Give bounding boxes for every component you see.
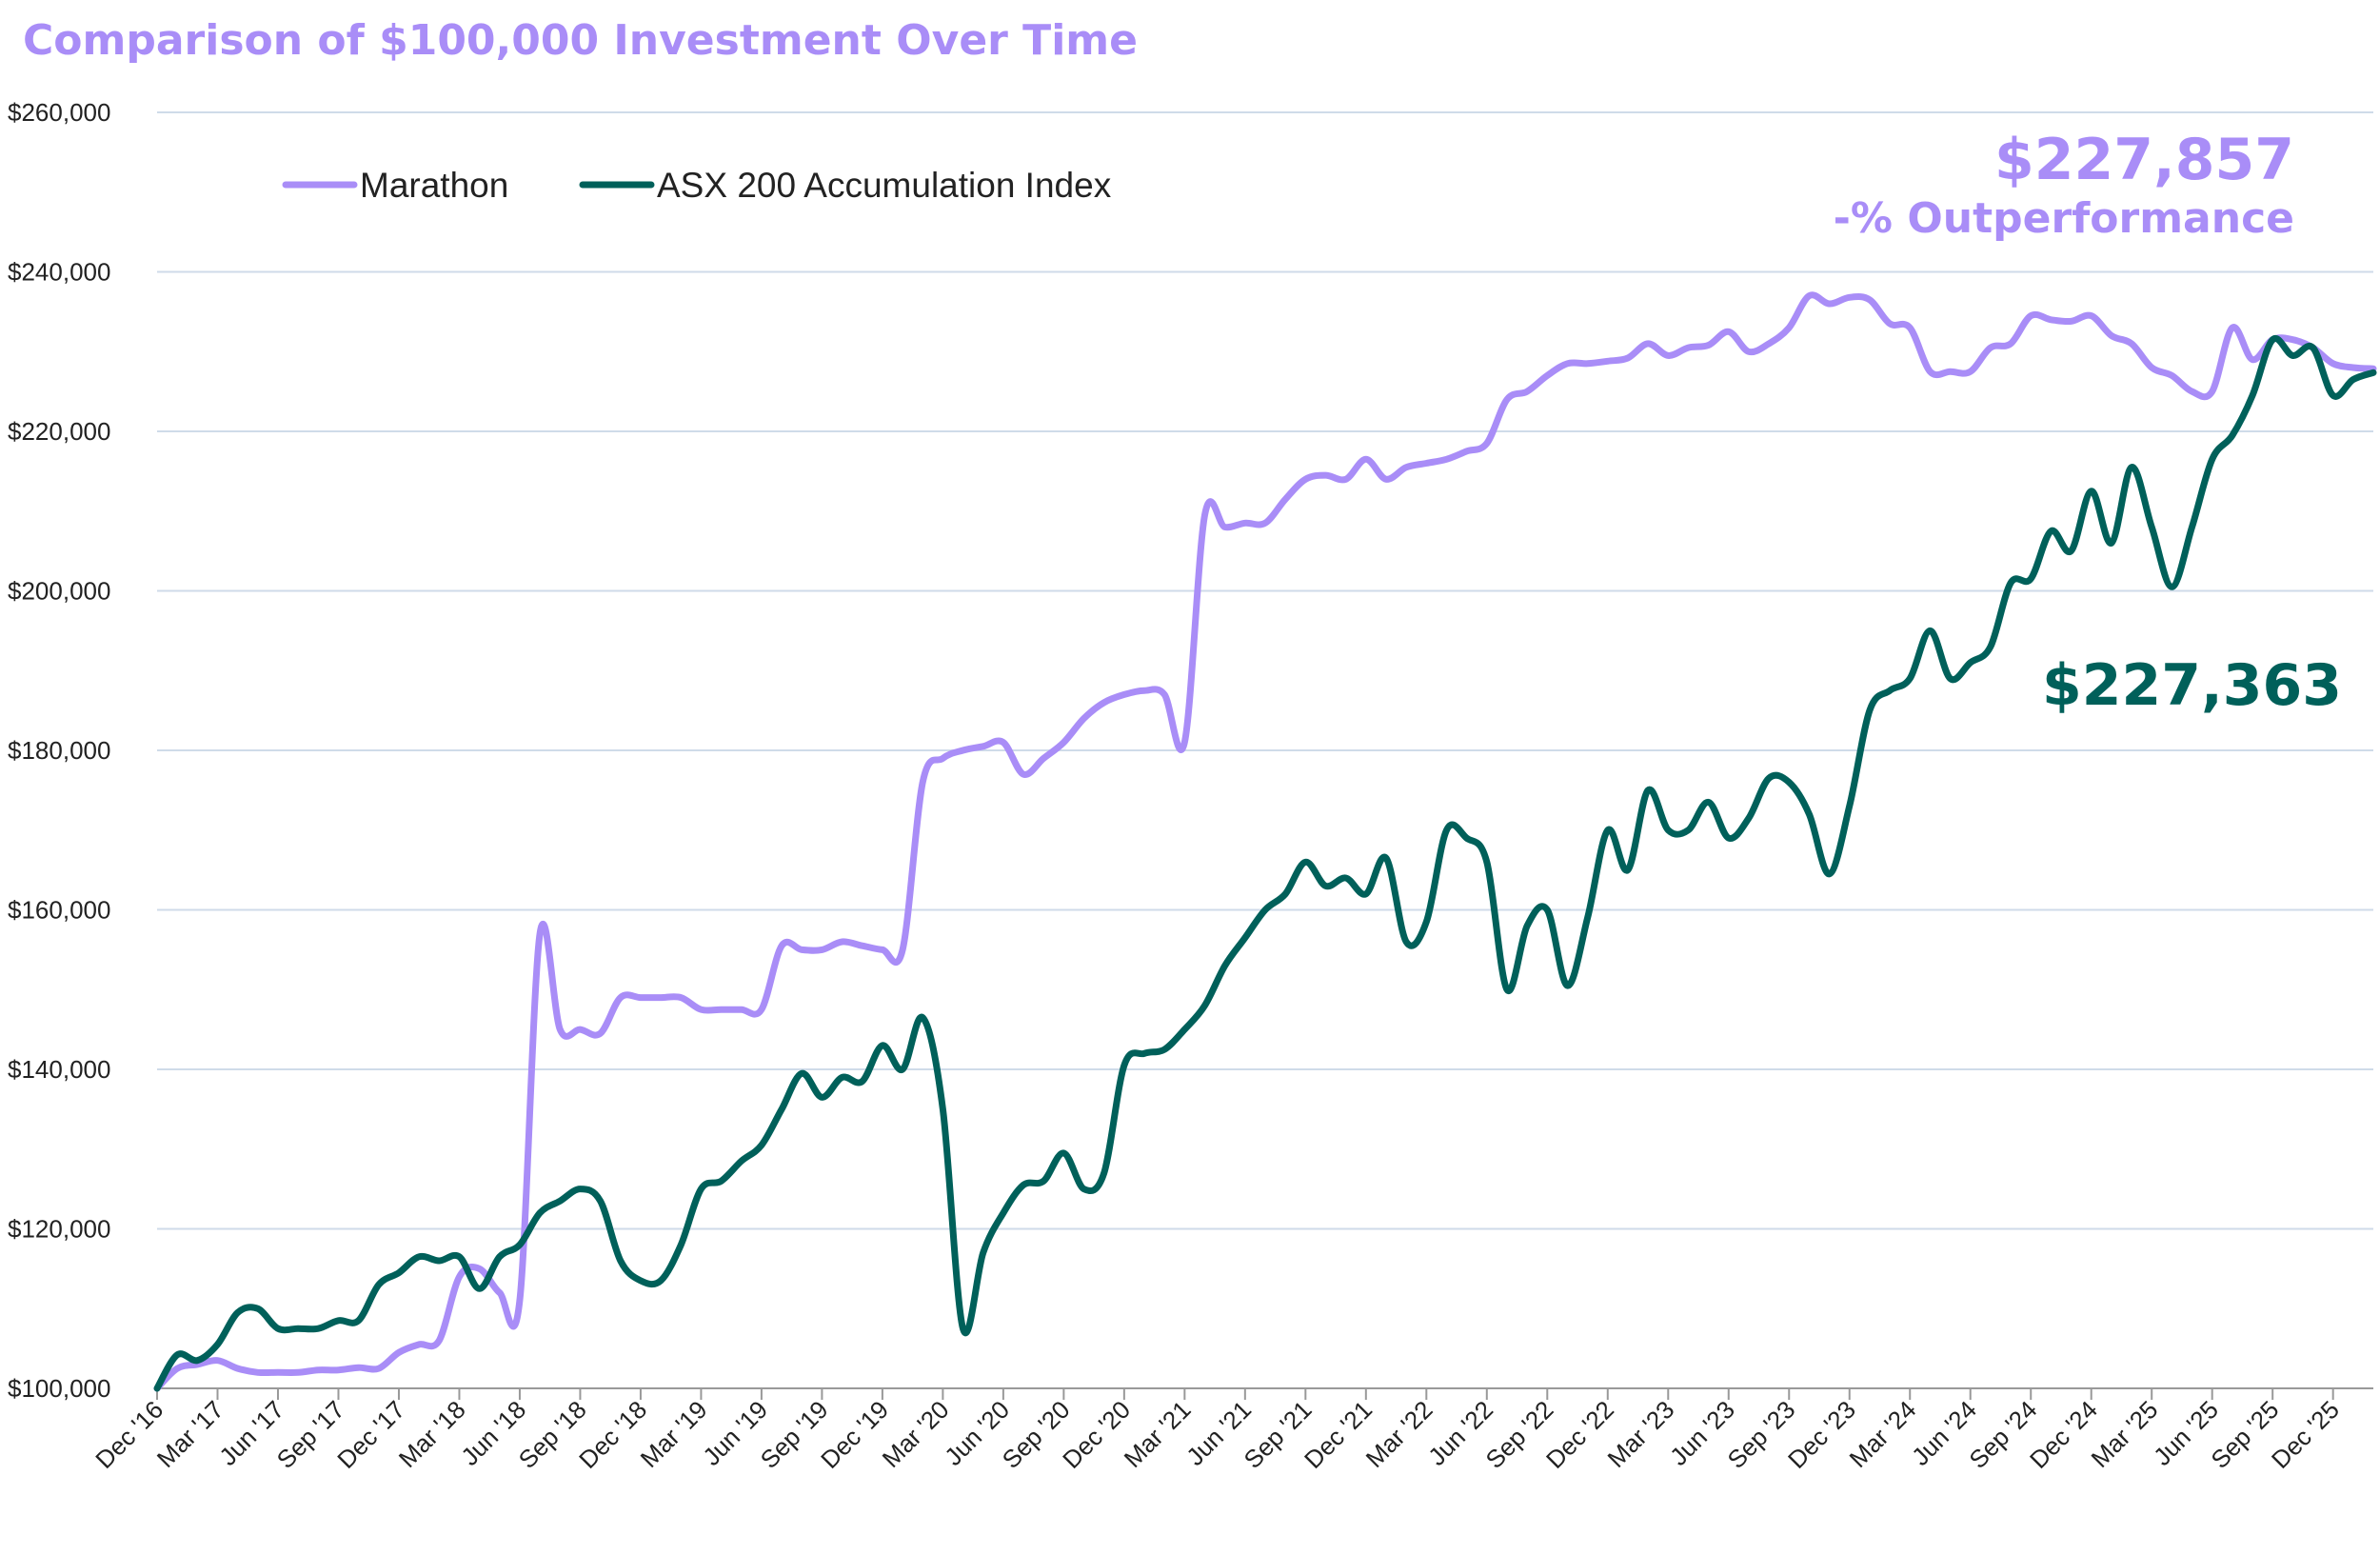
x-tick-label: Mar '21 [1119, 1395, 1197, 1473]
x-tick-label: Dec '16 [89, 1395, 169, 1474]
x-tick-label: Dec '18 [573, 1395, 652, 1474]
x-tick-label: Sep '20 [997, 1395, 1076, 1474]
x-tick-label: Dec '23 [1782, 1395, 1861, 1474]
chart-title: Comparison of $100,000 Investment Over T… [23, 16, 1138, 65]
x-tick-label: Mar '17 [151, 1395, 229, 1473]
x-tick-label: Dec '22 [1540, 1395, 1619, 1474]
marathon-final-value: $227,857 [1994, 127, 2294, 193]
x-tick-label: Mar '24 [1844, 1395, 1922, 1473]
series-line-asx [153, 334, 2377, 1392]
x-tick-label: Sep '17 [271, 1395, 350, 1474]
x-tick-label: Sep '22 [1480, 1395, 1559, 1474]
series-line-marathon [153, 291, 2377, 1392]
x-tick-label: Sep '19 [755, 1395, 834, 1474]
legend-label-asx: ASX 200 Accumulation Index [657, 166, 1112, 205]
x-tick-label: Dec '19 [815, 1395, 894, 1474]
y-tick-label: $220,000 [8, 417, 110, 446]
x-tick-label: Dec '20 [1057, 1395, 1136, 1474]
x-tick-label: Mar '23 [1602, 1395, 1680, 1473]
x-tick-label: Sep '25 [2205, 1395, 2284, 1474]
y-tick-label: $200,000 [8, 577, 110, 606]
asx-final-value: $227,363 [2042, 652, 2342, 719]
x-tick-label: Sep '21 [1239, 1395, 1318, 1474]
x-tick-label: Mar '22 [1360, 1395, 1438, 1473]
x-tick-label: Mar '25 [2085, 1395, 2163, 1473]
y-tick-label: $120,000 [8, 1215, 110, 1244]
x-tick-label: Dec '25 [2266, 1395, 2345, 1474]
x-tick-label: Dec '17 [331, 1395, 410, 1474]
outperformance-label: -% Outperformance [1834, 194, 2294, 243]
legend-label-marathon: Marathon [360, 166, 508, 205]
x-tick-label: Sep '18 [513, 1395, 592, 1474]
series-lines [153, 291, 2377, 1392]
x-tick-label: Mar '20 [877, 1395, 955, 1473]
y-tick-label: $180,000 [8, 736, 110, 765]
x-tick-label: Sep '23 [1722, 1395, 1801, 1474]
x-tick-label: Dec '24 [2024, 1395, 2103, 1474]
y-tick-label: $140,000 [8, 1055, 110, 1084]
y-tick-label: $160,000 [8, 896, 110, 925]
legend: Marathon ASX 200 Accumulation Index [282, 166, 1112, 205]
y-axis: $100,000 $120,000 $140,000 $160,000 $180,000… [8, 98, 110, 1403]
x-tick-label: Mar '18 [393, 1395, 471, 1473]
y-tick-label: $260,000 [8, 98, 110, 127]
x-tick-label: Mar '19 [635, 1395, 713, 1473]
y-tick-label: $240,000 [8, 258, 110, 287]
y-tick-label: $100,000 [8, 1374, 110, 1403]
x-tick-label: Sep '24 [1963, 1395, 2042, 1474]
x-tick-label: Dec '21 [1299, 1395, 1378, 1474]
grid [157, 111, 2373, 1230]
